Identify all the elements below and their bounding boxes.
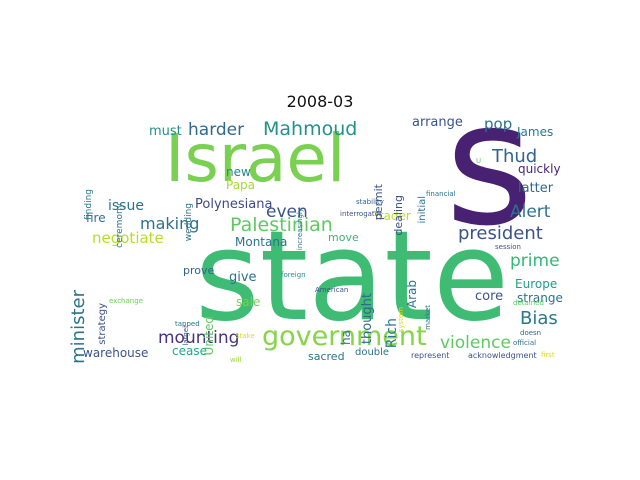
word-represent: represent [411,351,450,360]
word-session: session [495,243,521,251]
word-system: system [397,307,405,333]
word-core: core [475,289,504,304]
word-ceremony: ceremony [115,203,125,248]
word-cloud: state Israel s government Palestinian preside… [68,80,563,364]
word-alert: Alert [510,202,551,222]
word-first: first [541,351,555,359]
word-polynesiana: Polynesiana [195,197,273,212]
word-making: making [140,214,200,233]
word-issue: issue [108,198,144,214]
word-will: will [230,356,242,364]
word-government: government [262,321,427,352]
word-larger: larger [182,325,190,346]
word-trader: Trader [373,209,411,223]
word-sacred: sacred [308,350,345,363]
word-move: move [328,231,359,244]
word-foreign: foreign [281,271,306,279]
word-sale: sale [236,295,261,309]
word-official: official [513,339,537,347]
word-ha: ha [339,330,353,345]
word-fire: fire [86,211,106,225]
word-new: new [226,165,251,179]
word-double: double [355,347,390,358]
word-state: state [195,205,510,349]
word-warehouse: warehouse [83,346,149,360]
word-market: market [424,305,432,330]
word-stake: stake [236,332,255,340]
word-strange: strange [517,291,563,305]
word-increasingly: increasingly [296,208,304,251]
word-mounting: mounting [158,328,240,348]
word-palestinian: Palestinian [230,214,333,236]
word-pop: pop [484,115,513,133]
word-must: must [149,124,182,139]
word-detained: detained [513,299,544,307]
word-james: James [517,125,554,139]
word-financial: financial [426,190,456,198]
word-harder: harder [188,120,245,140]
word-american: American [315,286,349,294]
word-arrange: arrange [412,115,463,130]
word-strategy: strategy [97,303,108,345]
word-montana: Montana [235,235,288,249]
word-s: s [445,66,534,264]
word-u: U [476,157,482,165]
word-dealing: dealing [392,195,405,236]
word-thought: thought [360,293,375,345]
word-even: even [266,202,308,222]
word-stability: stability [356,198,384,206]
word-president: president [458,223,543,244]
word-prove: prove [183,264,215,277]
word-interrogator: interrogator [340,210,382,218]
word-give: give [229,270,257,285]
word-israel: Israel [165,120,346,197]
word-arab: Arab [405,280,419,309]
word-quickly: quickly [518,162,561,176]
word-finding: finding [84,189,94,221]
word-prime: prime [510,251,560,271]
word-violence: violence [440,333,511,353]
word-exchange: exchange [109,297,143,305]
word-wedding: wedding [184,203,194,242]
word-doesn: doesn [520,329,542,337]
word-mahmoud: Mahmoud [263,118,358,140]
word-initial: initial [417,196,428,224]
word-acknowledgment: acknowledgment [468,351,537,360]
word-europe: Europe [515,277,558,291]
word-latter: latter [518,181,554,196]
word-negotiate: negotiate [92,229,164,247]
word-tapped: tapped [175,320,200,328]
word-papa: Papa [226,178,256,192]
word-bias: Bias [520,308,558,329]
figure-title: 2008-03 [286,92,354,111]
word-thud: Thud [492,146,538,167]
word-cease: cease [172,344,207,358]
